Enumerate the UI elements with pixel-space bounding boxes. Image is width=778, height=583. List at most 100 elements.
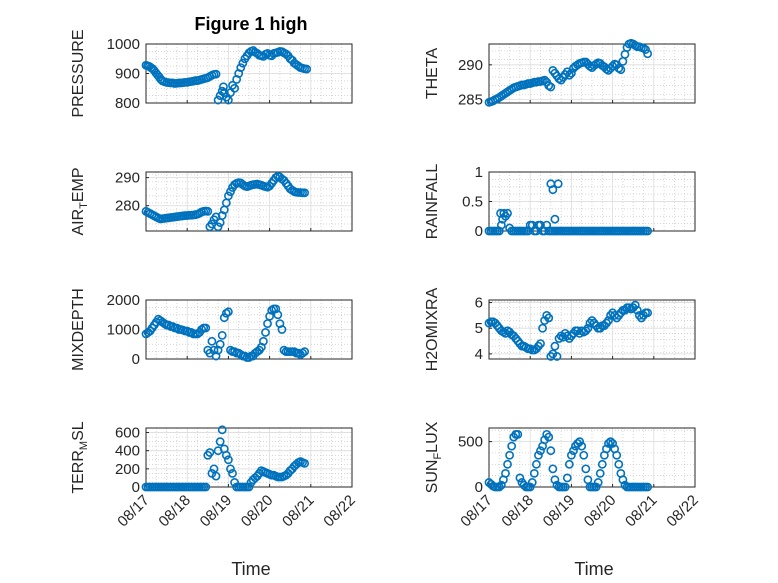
- data-point: [223, 455, 233, 465]
- data-point: [240, 351, 250, 361]
- data-point: [544, 432, 554, 442]
- data-point: [553, 179, 563, 189]
- y-axis-label: PRESSURE: [70, 29, 87, 117]
- data-point: [595, 468, 605, 478]
- y-tick-label: 0: [132, 351, 140, 368]
- y-tick-label: 0: [475, 479, 483, 496]
- data-point: [608, 439, 617, 448]
- data-point: [593, 478, 603, 487]
- data-point: [567, 68, 576, 78]
- axes-frame: [488, 43, 696, 104]
- y-tick-label: 290: [458, 57, 483, 74]
- data-point: [544, 313, 554, 323]
- data-point: [223, 307, 233, 317]
- data-point: [503, 459, 512, 469]
- data-point: [612, 450, 622, 460]
- data-point: [267, 305, 277, 315]
- data-point: [643, 226, 653, 236]
- y-tick-label: 4: [475, 346, 483, 363]
- data-point: [501, 468, 510, 478]
- data-point: [213, 95, 223, 105]
- data-point: [228, 468, 237, 478]
- y-tick-label: 200: [115, 461, 140, 478]
- data-point: [614, 459, 624, 469]
- data-point: [562, 473, 572, 483]
- data-point: [604, 316, 613, 325]
- data-point: [564, 70, 574, 80]
- data-point: [527, 478, 537, 487]
- data-point: [583, 323, 593, 333]
- data-point: [579, 450, 589, 460]
- data-point: [618, 475, 628, 485]
- x-tick-label: 08/18: [155, 492, 194, 531]
- data-point: [602, 444, 611, 454]
- x-tick-label: 08/19: [540, 492, 579, 531]
- data-point: [641, 45, 650, 54]
- figure-title: Figure 1 high: [194, 14, 307, 34]
- y-axis-label: RAINFALL: [424, 164, 441, 240]
- data-point: [215, 437, 225, 447]
- data-point: [505, 450, 514, 460]
- x-tick-label: 08/21: [279, 492, 318, 531]
- data-point: [577, 441, 587, 451]
- data-point: [223, 191, 233, 201]
- y-tick-label: 2000: [107, 292, 140, 309]
- y-axis-label: MIXDEPTH: [70, 288, 87, 371]
- data-point: [300, 188, 310, 198]
- x-tick-label: 08/17: [114, 492, 153, 531]
- data-point: [591, 482, 601, 492]
- axes-frame: [488, 299, 696, 360]
- y-tick-label: 6: [475, 295, 483, 312]
- data-point: [201, 482, 211, 492]
- x-tick-label: 08/20: [581, 492, 620, 531]
- data-point: [575, 437, 585, 447]
- y-tick-label: 1: [475, 164, 483, 181]
- y-tick-label: 290: [115, 170, 140, 187]
- data-point: [230, 83, 239, 93]
- y-tick-label: 280: [115, 198, 140, 215]
- data-point: [217, 425, 227, 435]
- data-point: [550, 475, 560, 485]
- data-point: [536, 339, 545, 349]
- y-axis-label: AIRTEMP: [70, 167, 90, 235]
- data-point: [300, 347, 310, 357]
- data-point: [302, 64, 312, 74]
- axes-frame: [145, 171, 353, 232]
- data-point: [277, 325, 287, 334]
- x-tick-label: 08/17: [457, 492, 496, 531]
- y-tick-label: 0: [475, 223, 483, 240]
- data-point: [560, 482, 570, 492]
- x-tick-label: 08/20: [238, 492, 277, 531]
- data-point: [496, 220, 506, 230]
- data-point: [259, 336, 268, 346]
- data-point: [581, 464, 591, 474]
- data-point: [197, 325, 207, 334]
- y-tick-label: 900: [115, 66, 140, 83]
- data-point: [606, 437, 615, 447]
- data-point: [207, 336, 217, 346]
- data-point: [221, 450, 231, 460]
- y-axis-label: TERRMSL: [70, 421, 90, 493]
- data-point: [226, 464, 235, 474]
- y-tick-label: 400: [115, 443, 140, 460]
- data-point: [548, 185, 558, 195]
- data-point: [604, 439, 613, 448]
- data-point: [529, 468, 539, 478]
- y-axis-label: SUNFLUX: [424, 421, 444, 493]
- data-point: [552, 352, 562, 361]
- data-point: [534, 450, 543, 460]
- data-point: [217, 211, 227, 220]
- data-point: [213, 222, 223, 232]
- data-point: [546, 82, 556, 92]
- data-point: [298, 348, 307, 358]
- data-point: [219, 88, 229, 98]
- data-point: [219, 313, 229, 323]
- data-point: [597, 459, 607, 469]
- data-point: [540, 75, 550, 85]
- y-tick-label: 600: [115, 425, 140, 442]
- data-point: [569, 446, 578, 456]
- y-tick-label: 285: [458, 92, 483, 109]
- data-point: [203, 206, 213, 216]
- data-point: [630, 300, 640, 310]
